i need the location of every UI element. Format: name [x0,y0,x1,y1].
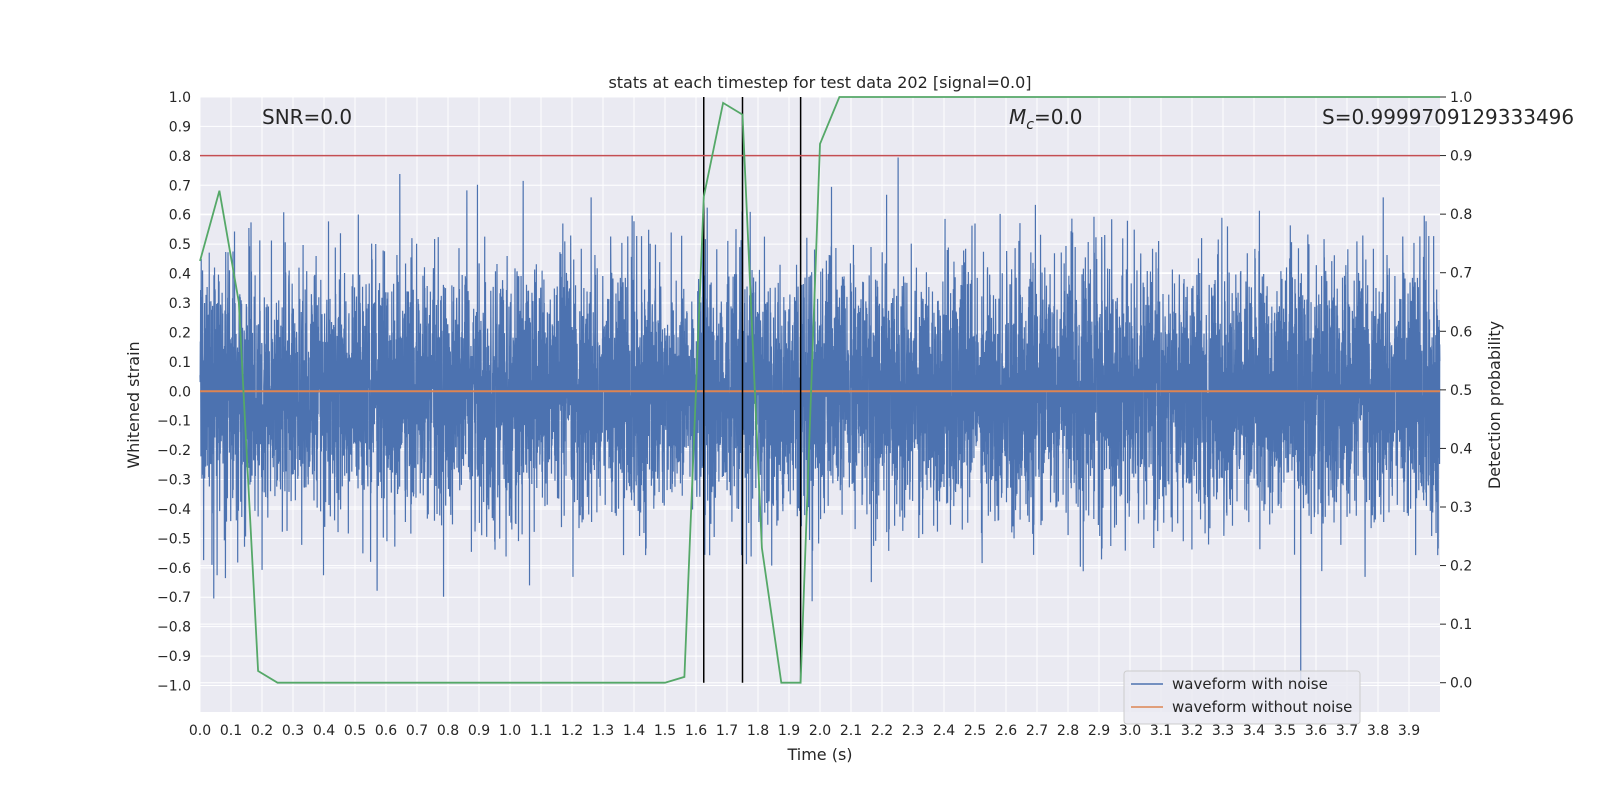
y2-tick-label: 1.0 [1450,90,1472,106]
x-tick-label: 0.7 [406,723,428,739]
x-tick-label: 1.6 [685,723,707,739]
x-tick-label: 0.8 [437,723,459,739]
y-axis-label: Whitened strain [124,341,143,468]
x-tick-label: 0.2 [251,723,273,739]
y-tick-label: −0.4 [157,502,191,518]
y-tick-label: 0.2 [169,325,191,341]
y-tick-label: 0.3 [169,296,191,312]
x-axis-ticks: 0.0 0.1 0.2 0.3 0.4 0.5 0.6 0.7 0.8 0.9 1.0 1.1 1.2 1… [189,723,1420,739]
y-tick-label: 0.7 [169,178,191,194]
y-tick-label: −0.9 [157,649,191,665]
x-tick-label: 1.4 [623,723,645,739]
y-tick-label: −0.7 [157,590,191,606]
legend: waveform with noise waveform without noi… [1123,670,1361,725]
x-tick-label: 2.4 [933,723,955,739]
y2-tick-label: 0.0 [1450,676,1472,692]
x-tick-label: 2.5 [964,723,986,739]
y-axis-ticks: −1.0 −0.9 −0.8 −0.7 −0.6 −0.5 −0.4 −0.3 −0.2 −0.1… [157,90,191,695]
x-tick-label: 0.3 [282,723,304,739]
y-tick-label: −0.8 [157,620,191,636]
x-tick-label: 0.1 [220,723,242,739]
y-tick-label: −0.3 [157,473,191,489]
x-tick-label: 1.0 [499,723,521,739]
x-tick-label: 2.0 [809,723,831,739]
x-tick-label: 2.3 [902,723,924,739]
y-tick-label: 0.0 [169,384,191,400]
legend-label-noise: waveform with noise [1172,675,1328,693]
x-tick-label: 3.0 [1119,723,1141,739]
y-tick-label: 0.1 [169,355,191,371]
y2-tick-label: 0.3 [1450,500,1472,516]
y-tick-label: −0.5 [157,531,191,547]
probability-line [199,96,1440,684]
x-tick-label: 2.2 [871,723,893,739]
x-tick-label: 1.5 [654,723,676,739]
y-tick-label: 0.5 [169,237,191,253]
x-tick-label: 2.1 [840,723,862,739]
x-tick-label: 2.6 [995,723,1017,739]
x-tick-label: 1.7 [716,723,738,739]
y-tick-label: 0.4 [169,267,191,283]
y2-tick-label: 0.6 [1450,324,1472,340]
y2-axis-ticks: 0.0 0.1 0.2 0.3 0.4 0.5 0.6 0.7 0.8 0.9 1.0 [1440,90,1472,692]
series-waveform-with-noise [199,154,1441,686]
series-detection-probability [199,96,1440,684]
y-tick-label: 0.8 [169,149,191,165]
chart-title: stats at each timestep for test data 202… [608,73,1031,92]
x-tick-label: 1.2 [561,723,583,739]
x-tick-label: 1.3 [592,723,614,739]
legend-label-clean: waveform without noise [1172,698,1352,716]
y-tick-label: −1.0 [157,679,191,695]
x-tick-label: 3.2 [1181,723,1203,739]
y-tick-label: 0.6 [169,208,191,224]
y2-tick-label: 0.7 [1450,266,1472,282]
y-tick-label: 1.0 [169,90,191,106]
noise-line [199,154,1441,686]
x-tick-label: 3.8 [1367,723,1389,739]
x-tick-label: 3.7 [1336,723,1358,739]
x-tick-label: 1.1 [530,723,552,739]
x-tick-label: 0.0 [189,723,211,739]
x-tick-label: 2.7 [1026,723,1048,739]
mc-annotation: Mc=0.0 [1009,105,1083,133]
y2-tick-label: 0.9 [1450,149,1472,165]
y2-tick-label: 0.1 [1450,617,1472,633]
y-tick-label: −0.2 [157,443,191,459]
y2-tick-label: 0.4 [1450,441,1472,457]
x-tick-label: 0.6 [375,723,397,739]
legend-frame [1123,670,1361,725]
x-tick-label: 2.8 [1057,723,1079,739]
x-tick-label: 3.6 [1305,723,1327,739]
x-tick-label: 3.5 [1274,723,1296,739]
mc-symbol: M [1009,105,1026,129]
x-tick-label: 1.8 [747,723,769,739]
mc-value: =0.0 [1034,105,1083,129]
s-annotation: S=0.9999709129333496 [1322,105,1574,129]
snr-annotation: SNR=0.0 [262,105,352,129]
y2-tick-label: 0.8 [1450,207,1472,223]
x-axis-label: Time (s) [786,745,852,764]
y-tick-label: 0.9 [169,119,191,135]
x-tick-label: 0.5 [344,723,366,739]
x-tick-label: 1.9 [778,723,800,739]
x-tick-label: 3.9 [1398,723,1420,739]
y-tick-label: −0.1 [157,414,191,430]
y2-tick-label: 0.5 [1450,383,1472,399]
y2-axis-label: Detection probability [1485,321,1504,489]
x-tick-label: 2.9 [1088,723,1110,739]
mc-subscript: c [1026,117,1034,133]
x-tick-label: 3.3 [1212,723,1234,739]
y2-tick-label: 0.2 [1450,559,1472,575]
y-tick-label: −0.6 [157,561,191,577]
x-tick-label: 0.4 [313,723,335,739]
x-tick-label: 3.1 [1150,723,1172,739]
x-tick-label: 0.9 [468,723,490,739]
x-tick-label: 3.4 [1243,723,1265,739]
